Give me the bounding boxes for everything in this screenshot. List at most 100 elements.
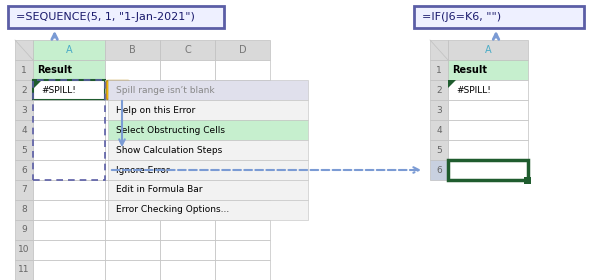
Text: #SPILL!: #SPILL! <box>41 85 76 95</box>
Text: 4: 4 <box>21 125 27 134</box>
Bar <box>160 120 215 140</box>
Bar <box>215 40 270 60</box>
Bar <box>108 120 308 140</box>
Text: ▾: ▾ <box>130 87 134 93</box>
Bar <box>33 220 105 240</box>
Bar <box>15 220 33 240</box>
Bar <box>160 260 215 280</box>
Text: Help on this Error: Help on this Error <box>116 106 195 115</box>
Bar <box>15 240 33 260</box>
Bar <box>105 160 160 180</box>
Text: Edit in Formula Bar: Edit in Formula Bar <box>116 186 203 195</box>
Text: 6: 6 <box>436 165 442 174</box>
Bar <box>105 100 160 120</box>
Bar <box>15 60 33 80</box>
Bar <box>215 180 270 200</box>
Bar <box>15 40 33 60</box>
Text: Error Checking Options...: Error Checking Options... <box>116 206 229 214</box>
Bar <box>215 200 270 220</box>
Text: 6: 6 <box>21 165 27 174</box>
Bar <box>448 60 528 80</box>
Bar <box>430 140 448 160</box>
Bar <box>33 60 105 80</box>
Text: Result: Result <box>37 65 72 75</box>
Bar <box>108 180 308 200</box>
Text: #SPILL!: #SPILL! <box>456 85 491 95</box>
Text: 7: 7 <box>21 186 27 195</box>
Bar <box>524 177 531 184</box>
Text: =IF(J6=K6, ""): =IF(J6=K6, "") <box>422 12 501 22</box>
Bar <box>430 100 448 120</box>
Bar <box>15 260 33 280</box>
Bar <box>33 140 105 160</box>
FancyBboxPatch shape <box>8 6 224 28</box>
Text: 10: 10 <box>18 246 30 255</box>
Bar <box>108 100 308 120</box>
FancyBboxPatch shape <box>107 81 130 99</box>
Text: 3: 3 <box>436 106 442 115</box>
Bar <box>105 200 160 220</box>
Bar <box>105 140 160 160</box>
Bar <box>215 120 270 140</box>
Bar <box>105 120 160 140</box>
Bar <box>108 80 308 100</box>
Bar <box>105 240 160 260</box>
Bar <box>15 200 33 220</box>
Bar <box>215 160 270 180</box>
Bar <box>33 80 105 180</box>
Bar <box>160 140 215 160</box>
Text: 11: 11 <box>18 265 30 274</box>
Polygon shape <box>33 80 42 89</box>
Bar <box>448 100 528 120</box>
Bar <box>33 260 105 280</box>
Text: Ignore Error: Ignore Error <box>116 165 170 174</box>
Bar <box>15 140 33 160</box>
Text: 9: 9 <box>21 225 27 235</box>
Bar <box>105 220 160 240</box>
Text: A: A <box>485 45 491 55</box>
Bar <box>105 40 160 60</box>
Bar <box>160 100 215 120</box>
Bar <box>448 40 528 60</box>
Bar <box>108 160 308 180</box>
Text: 1: 1 <box>21 66 27 74</box>
Bar <box>15 80 33 100</box>
Bar <box>160 180 215 200</box>
Bar <box>33 120 105 140</box>
Text: Result: Result <box>452 65 487 75</box>
Text: 2: 2 <box>436 85 442 95</box>
Bar <box>215 260 270 280</box>
Bar <box>160 80 215 100</box>
Text: Show Calculation Steps: Show Calculation Steps <box>116 146 222 155</box>
Text: =SEQUENCE(5, 1, "1-Jan-2021"): =SEQUENCE(5, 1, "1-Jan-2021") <box>16 12 195 22</box>
FancyBboxPatch shape <box>414 6 584 28</box>
Bar <box>160 240 215 260</box>
Text: 2: 2 <box>21 85 27 95</box>
Text: 4: 4 <box>436 125 442 134</box>
Bar <box>105 180 160 200</box>
Bar <box>430 40 448 60</box>
Text: D: D <box>239 45 246 55</box>
Bar <box>215 100 270 120</box>
Bar <box>430 60 448 80</box>
Text: 8: 8 <box>21 206 27 214</box>
Bar <box>448 120 528 140</box>
Bar <box>15 120 33 140</box>
Bar <box>215 60 270 80</box>
Polygon shape <box>448 80 456 88</box>
Bar <box>160 60 215 80</box>
Bar <box>108 200 308 220</box>
Bar <box>105 60 160 80</box>
Text: 5: 5 <box>21 146 27 155</box>
Bar <box>108 140 308 160</box>
Text: B: B <box>129 45 136 55</box>
Bar <box>160 220 215 240</box>
Bar <box>160 40 215 60</box>
Bar <box>33 180 105 200</box>
Bar <box>33 40 105 60</box>
Bar <box>33 240 105 260</box>
Bar <box>215 80 270 100</box>
Text: Spill range isn’t blank: Spill range isn’t blank <box>116 85 214 95</box>
Bar <box>33 160 105 180</box>
Bar <box>448 160 528 180</box>
